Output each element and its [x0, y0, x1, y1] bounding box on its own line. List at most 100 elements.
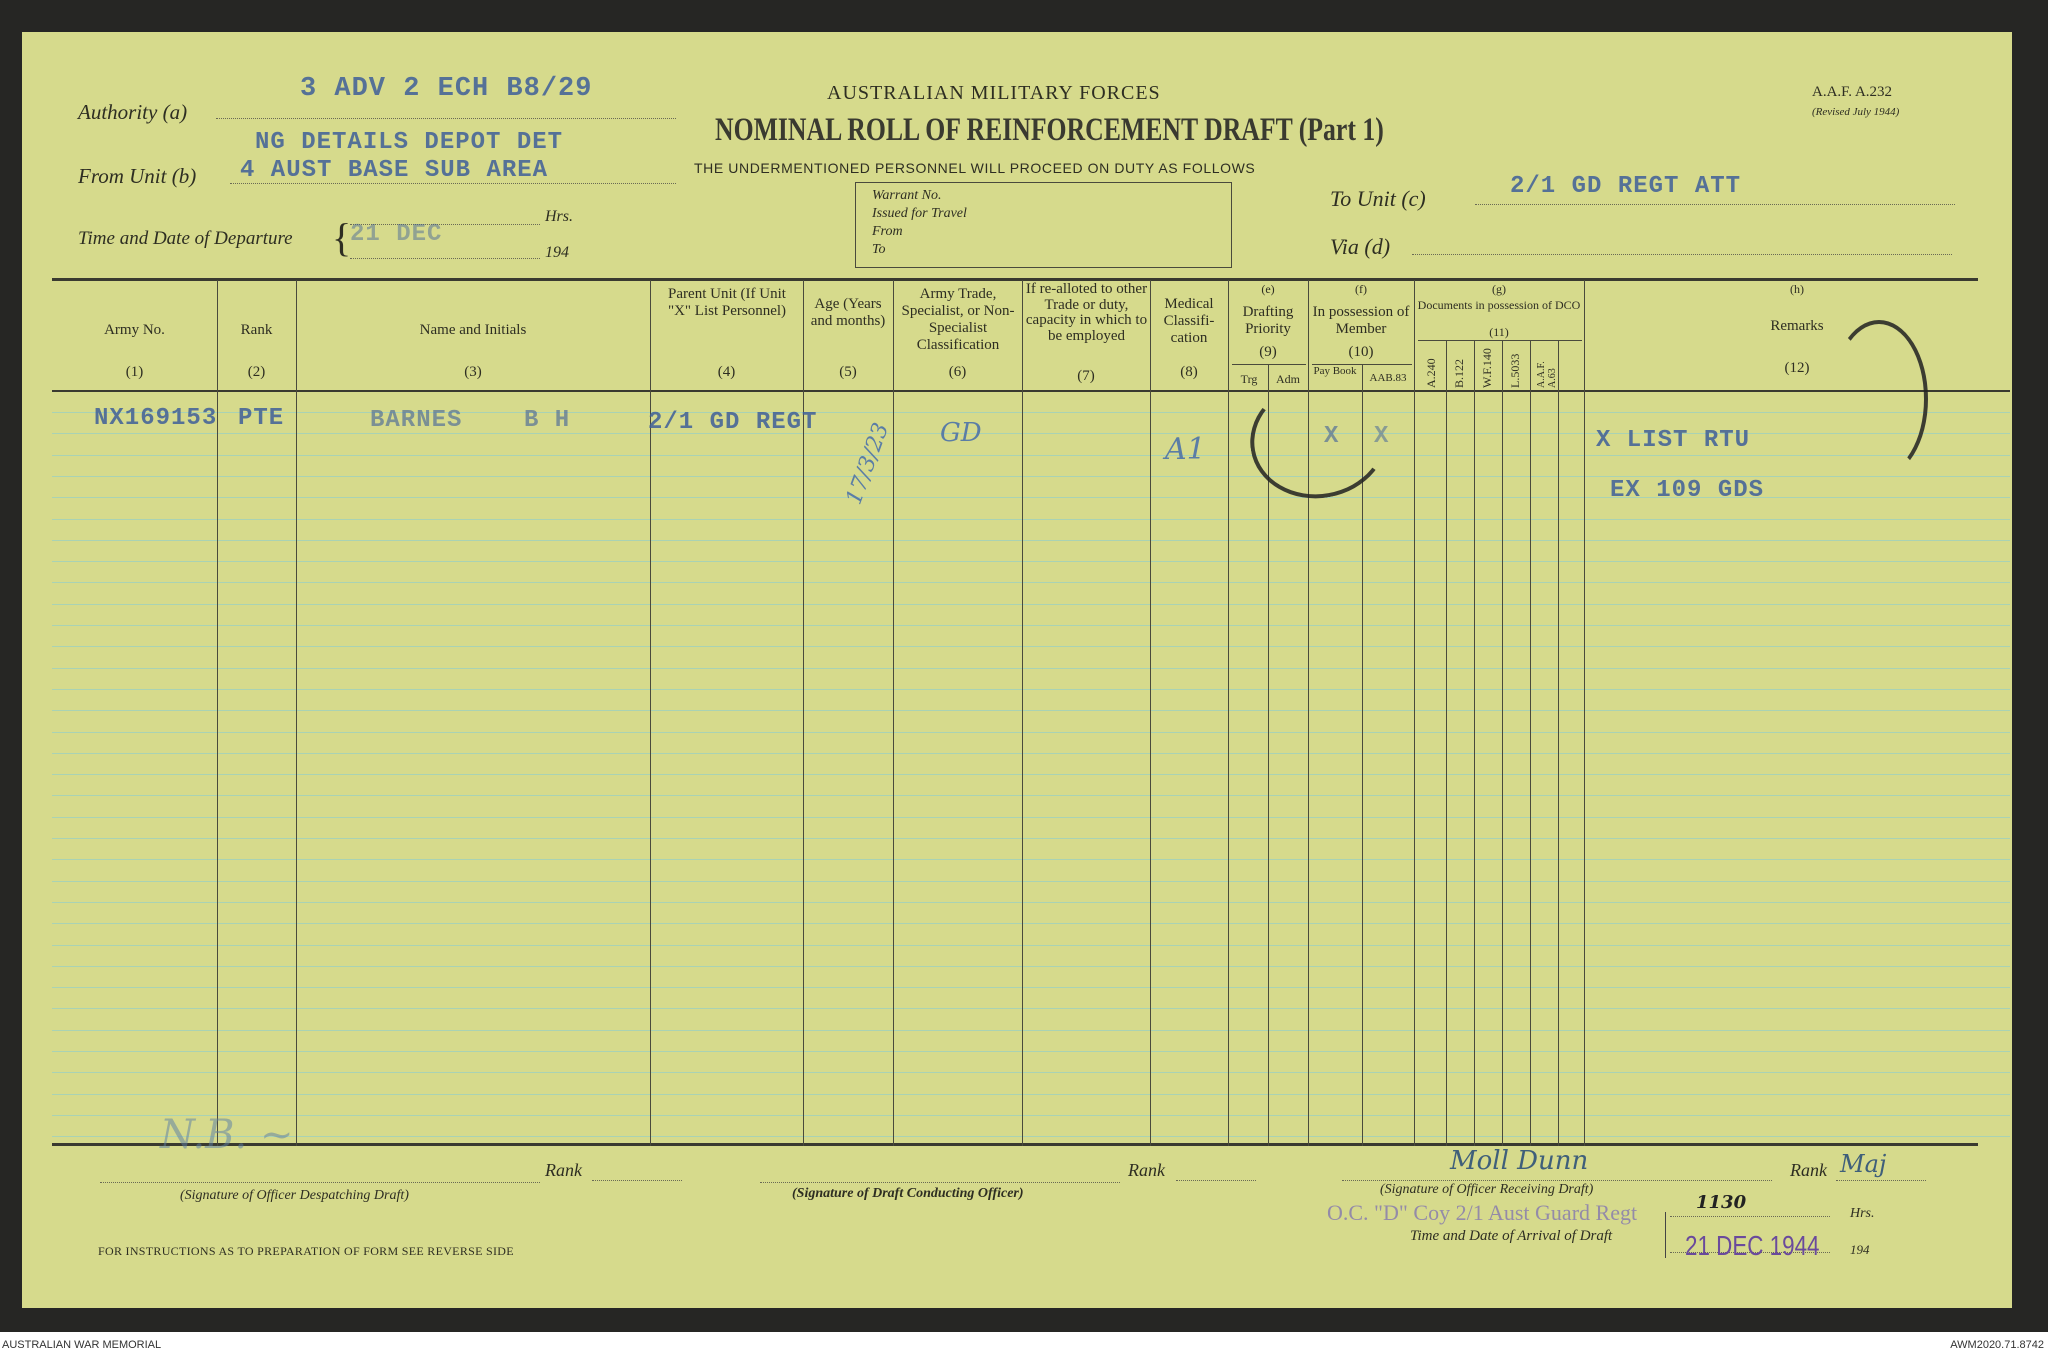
warrant-from-label: From — [872, 224, 903, 239]
column-line — [1584, 280, 1585, 1146]
column-line — [217, 280, 218, 1146]
instructions-note: FOR INSTRUCTIONS AS TO PREPARATION OF FO… — [98, 1244, 514, 1258]
cell-trade: GD — [940, 418, 982, 448]
form-number: A.A.F. A.232 — [1812, 84, 1893, 100]
arrival-hrs: Hrs. — [1850, 1206, 1875, 1221]
ruled-line — [52, 1136, 2010, 1138]
col-trade: Army Trade, Specialist, or Non-Specialis… — [901, 286, 1015, 353]
cell-pay-book: X — [1324, 423, 1340, 450]
hrs-label: Hrs. — [545, 208, 574, 225]
ruled-line — [52, 880, 2010, 882]
ruled-line — [52, 454, 2010, 456]
col-num-4: (4) — [717, 364, 736, 380]
to-unit-value: 2/1 GD REGT ATT — [1510, 173, 1742, 200]
year-label: 194 — [545, 244, 569, 261]
ruled-line — [52, 987, 2010, 989]
col-drafting-letter: (e) — [1261, 282, 1275, 296]
sub-wf140: W.F.140 — [1480, 348, 1494, 388]
col-medical: Medical Classifi-cation — [1163, 296, 1215, 346]
column-line — [1150, 280, 1151, 1146]
warrant-issued-label: Issued for Travel — [872, 206, 967, 221]
ruled-line — [52, 1114, 2010, 1116]
org-name: AUSTRALIAN MILITARY FORCES — [827, 82, 1161, 104]
cell-rank: PTE — [238, 405, 285, 432]
ruled-line — [52, 965, 2010, 967]
sub-b122: B.122 — [1452, 358, 1466, 388]
form-revised: (Revised July 1944) — [1812, 106, 1900, 118]
sub-trg: Trg — [1240, 372, 1258, 386]
col-drafting: Drafting Priority — [1242, 304, 1294, 337]
sub-column-line — [1268, 364, 1269, 1146]
ruled-line — [52, 625, 2010, 626]
col-num-9: (9) — [1259, 344, 1277, 360]
ruled-line — [52, 1008, 2010, 1010]
sig-receive-label: (Signature of Officer Receiving Draft) — [1380, 1182, 1594, 1197]
receiving-unit-stamp: O.C. "D" Coy 2/1 Aust Guard Regt — [1327, 1200, 1638, 1225]
rank-label-2: Rank — [1128, 1160, 1165, 1180]
from-unit-label: From Unit (b) — [78, 164, 197, 188]
cell-remarks-2: EX 109 GDS — [1610, 477, 1765, 504]
cell-army-no: NX169153 — [94, 405, 218, 432]
from-unit-line — [230, 183, 676, 184]
cell-medical: A1 — [1165, 432, 1206, 467]
ruled-line — [52, 731, 2010, 733]
column-line — [1414, 280, 1415, 1146]
cell-aab83: X — [1374, 423, 1390, 450]
ruled-line — [52, 582, 2010, 584]
col-remarks: Remarks — [1770, 318, 1824, 334]
col-army-no: Army No. — [104, 322, 165, 338]
col-num-12: (12) — [1784, 360, 1810, 376]
sub-pay-book: Pay Book — [1313, 365, 1357, 377]
cell-remarks-1: X LIST RTU — [1596, 427, 1751, 454]
ruled-line — [52, 901, 2010, 903]
ruled-line — [52, 475, 2010, 477]
col-num-3: (3) — [464, 364, 482, 380]
arrival-time: 1130 — [1696, 1192, 1747, 1213]
col-possession: In possession of Member — [1312, 304, 1410, 337]
ruled-line — [52, 1072, 2010, 1074]
warrant-no-label: Warrant No. — [872, 188, 942, 203]
ruled-line — [52, 561, 2010, 563]
ruled-line — [52, 859, 2010, 861]
column-line — [893, 280, 894, 1146]
ruled-line — [52, 539, 2010, 541]
col-num-8: (8) — [1180, 364, 1198, 380]
ruled-line — [52, 433, 2010, 435]
credit-left: AUSTRALIAN WAR MEMORIAL — [2, 1339, 162, 1351]
ruled-line — [52, 518, 2010, 520]
col-name: Name and Initials — [419, 322, 527, 338]
ruled-line — [52, 838, 2010, 839]
from-unit-value-1: NG DETAILS DEPOT DET — [255, 129, 564, 156]
sub-aab83: AAB.83 — [1369, 372, 1407, 384]
col-realloted: If re-alloted to other Trade or duty, ca… — [1025, 281, 1148, 344]
column-line — [803, 280, 804, 1146]
ruled-line — [52, 497, 2010, 499]
warrant-to-label: To — [872, 242, 886, 257]
col-remarks-letter: (h) — [1790, 282, 1804, 296]
col-num-6: (6) — [948, 364, 967, 380]
ruled-line — [52, 795, 2010, 797]
despatching-signature: N.B. ~ — [160, 1112, 294, 1158]
col-documents: Documents in possession of DCO — [1417, 298, 1581, 312]
header-bottom-rule — [52, 390, 2010, 392]
column-line — [1228, 280, 1229, 1146]
ruled-line — [52, 774, 2010, 776]
ruled-line — [52, 752, 2010, 754]
col-age: Age (Years and months) — [810, 296, 886, 329]
receiving-rank: Maj — [1840, 1150, 1887, 1178]
departure-year-line — [350, 258, 540, 259]
column-line — [296, 280, 297, 1146]
col-num-11: (11) — [1489, 325, 1509, 339]
ruled-line — [52, 923, 2010, 925]
col-rank: Rank — [240, 322, 273, 338]
authority-line — [216, 118, 676, 119]
col-parent-unit: Parent Unit (If Unit "X" List Personnel) — [667, 286, 787, 319]
brace: { — [332, 215, 352, 260]
rank-label-1: Rank — [545, 1160, 582, 1180]
cell-parent-unit: 2/1 GD REGT — [648, 409, 818, 436]
ruled-line — [52, 412, 2010, 413]
sub-a240: A.240 — [1424, 358, 1438, 388]
col-num-5: (5) — [839, 364, 857, 380]
to-unit-line — [1475, 204, 1955, 205]
sub-l5033: L.5033 — [1508, 353, 1522, 388]
